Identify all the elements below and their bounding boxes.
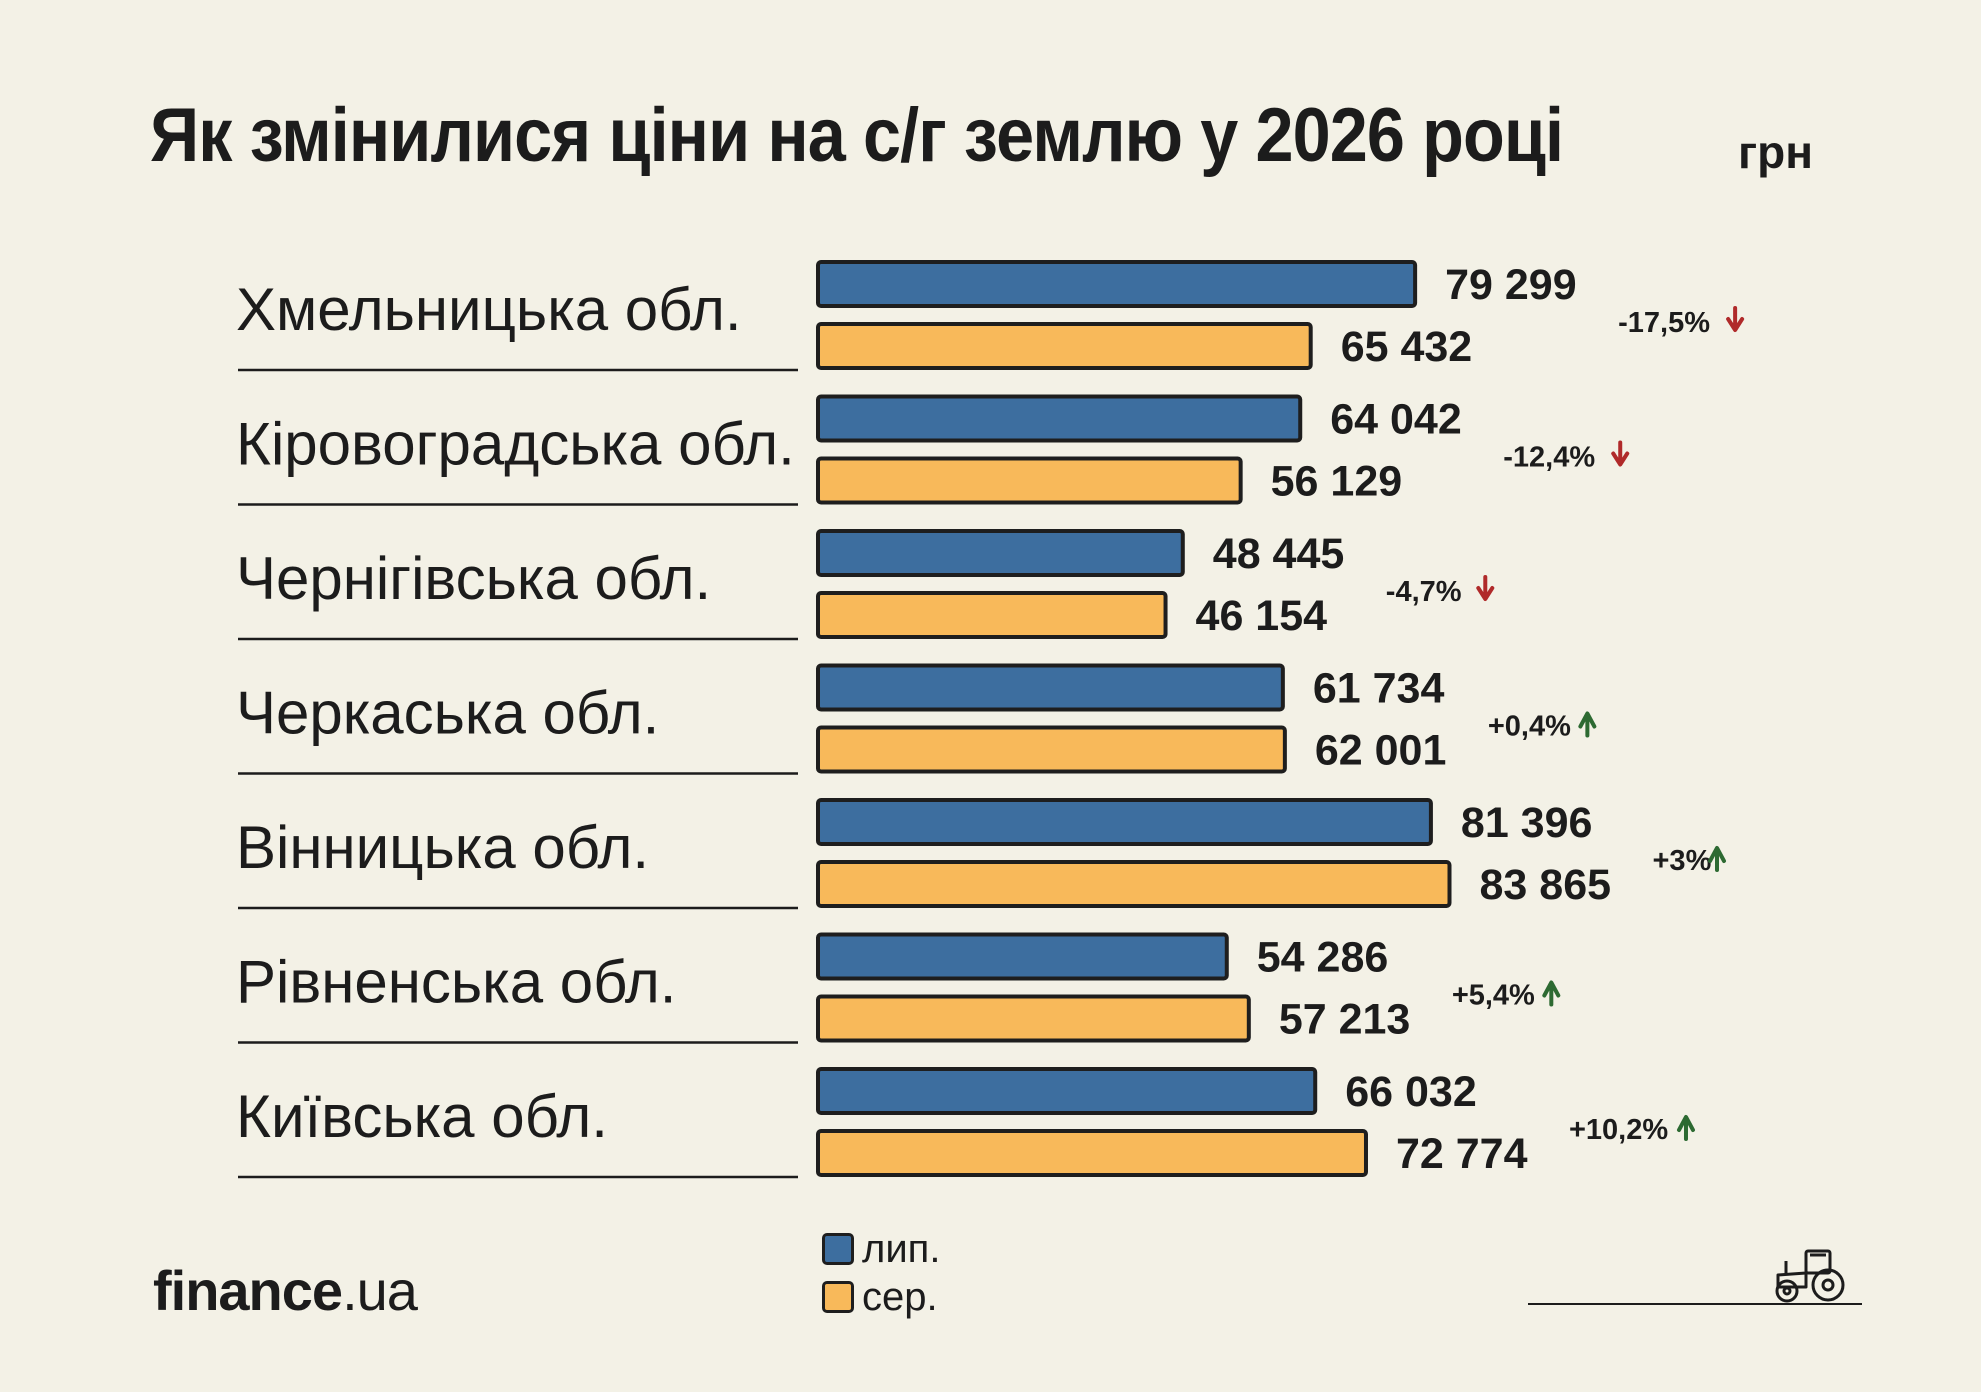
arrow-up-icon-5 <box>1708 846 1726 872</box>
legend-swatch-jul <box>822 1233 854 1265</box>
bar-aug-4 <box>816 725 1287 774</box>
bar-jul-7 <box>816 1067 1318 1115</box>
unit-label: грн <box>1738 126 1814 178</box>
chart-title: Як змінилися ціни на с/г землю у 2026 ро… <box>150 93 1564 178</box>
tractor-icon <box>1775 1249 1845 1303</box>
bar-aug-2 <box>816 456 1243 505</box>
value-label-aug-7: 72 774 <box>1396 1130 1528 1178</box>
legend: лип. сер. <box>822 1225 940 1321</box>
arrow-up-icon-4 <box>1578 711 1597 738</box>
brand-logo: finance.ua <box>153 1258 418 1323</box>
value-label-jul-7: 66 032 <box>1345 1068 1477 1116</box>
region-label-7: Київська обл. <box>236 1083 608 1150</box>
bar-aug-1 <box>816 322 1313 370</box>
bar-jul-6 <box>816 932 1229 981</box>
legend-label-aug: сер. <box>862 1274 938 1319</box>
region-label-2: Кіровоградська обл. <box>236 411 795 478</box>
legend-swatch-aug <box>822 1281 854 1313</box>
value-label-jul-3: 48 445 <box>1213 530 1345 578</box>
footer-rule <box>1528 1303 1862 1305</box>
legend-label-jul: лип. <box>862 1226 941 1271</box>
change-label-6: +5,4% <box>1452 980 1535 1012</box>
arrow-down-icon-2 <box>1611 440 1630 467</box>
region-label-3: Чернігівська обл. <box>236 545 711 612</box>
value-label-aug-3: 46 154 <box>1196 592 1328 640</box>
change-label-3: -4,7% <box>1386 576 1462 608</box>
bar-jul-1 <box>816 260 1418 308</box>
change-label-2: -12,4% <box>1503 442 1595 474</box>
bar-aug-3 <box>816 591 1168 639</box>
value-label-jul-6: 54 286 <box>1257 934 1389 982</box>
arrow-up-icon-7 <box>1676 1115 1695 1141</box>
tractor-decoration <box>1528 1245 1862 1305</box>
change-label-4: +0,4% <box>1488 711 1571 743</box>
value-label-jul-1: 79 299 <box>1445 261 1577 309</box>
value-label-aug-2: 56 129 <box>1271 458 1403 506</box>
bar-aug-7 <box>816 1129 1368 1177</box>
region-label-5: Вінницька обл. <box>236 814 649 881</box>
change-label-1: -17,5% <box>1618 307 1710 339</box>
region-label-4: Черкаська обл. <box>236 680 659 747</box>
bar-jul-3 <box>816 529 1185 577</box>
value-label-aug-5: 83 865 <box>1480 861 1612 909</box>
value-label-jul-5: 81 396 <box>1461 799 1593 847</box>
region-label-6: Рівненська обл. <box>236 949 676 1016</box>
value-label-jul-4: 61 734 <box>1313 665 1445 713</box>
bar-jul-4 <box>816 663 1285 712</box>
legend-item-jul: лип. <box>822 1225 940 1273</box>
bar-aug-5 <box>816 860 1452 908</box>
arrow-up-icon-6 <box>1542 980 1561 1007</box>
legend-item-aug: сер. <box>822 1273 940 1321</box>
value-label-jul-2: 64 042 <box>1330 396 1462 444</box>
arrow-down-icon-1 <box>1726 306 1745 332</box>
change-label-5: +3% <box>1653 845 1712 877</box>
value-label-aug-4: 62 001 <box>1315 727 1447 775</box>
logo-main: finance <box>153 1259 343 1322</box>
value-label-aug-1: 65 432 <box>1341 323 1473 371</box>
bar-aug-6 <box>816 994 1251 1043</box>
bar-jul-5 <box>816 798 1433 846</box>
arrow-down-icon-3 <box>1476 575 1495 601</box>
bar-jul-2 <box>816 394 1303 443</box>
logo-suffix: .ua <box>342 1259 418 1322</box>
value-label-aug-6: 57 213 <box>1279 996 1411 1044</box>
region-label-1: Хмельницька обл. <box>236 276 742 343</box>
change-label-7: +10,2% <box>1569 1114 1668 1146</box>
